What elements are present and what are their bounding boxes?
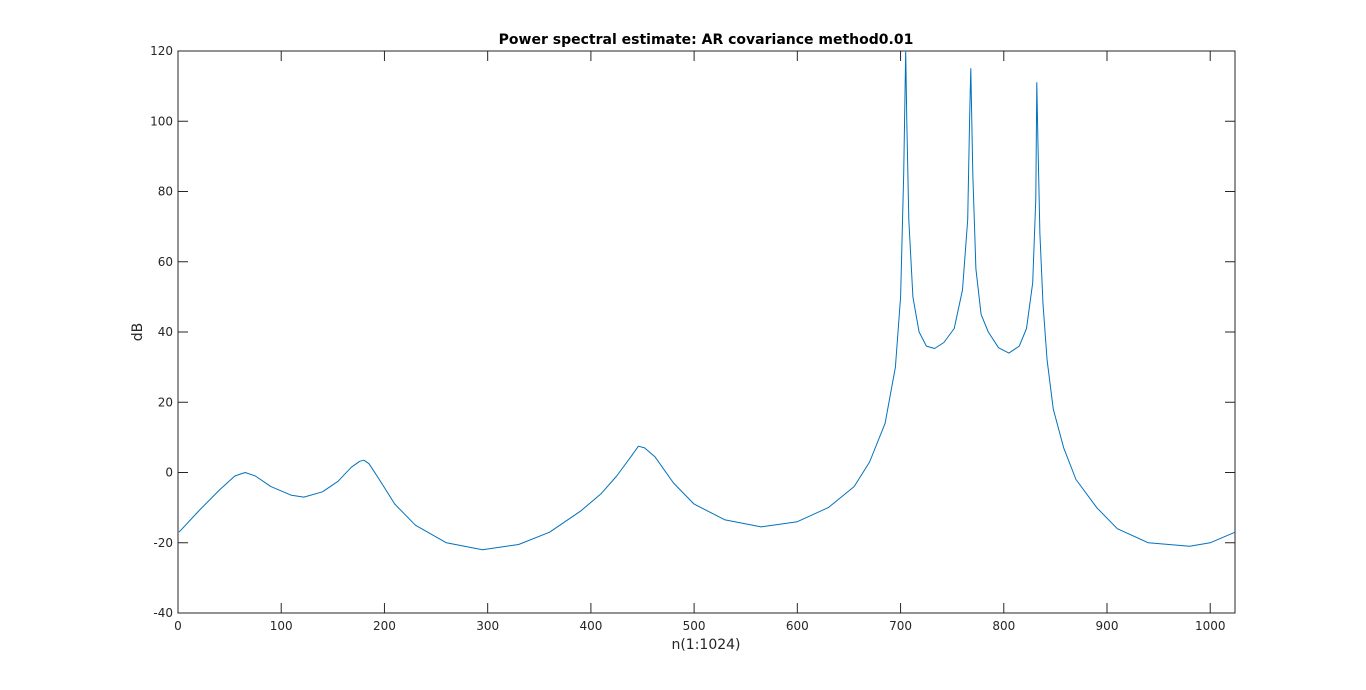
x-tick-label: 0 <box>174 619 182 633</box>
x-tick-label: 900 <box>1096 619 1119 633</box>
chart-title: Power spectral estimate: AR covariance m… <box>499 32 914 48</box>
x-tick-label: 300 <box>476 619 499 633</box>
y-axis-label: dB <box>130 323 146 342</box>
y-tick-label: 120 <box>150 44 173 58</box>
psd-series-line <box>178 50 1236 551</box>
y-tick-label: -20 <box>153 536 173 550</box>
y-tick-label: 0 <box>165 466 173 480</box>
x-tick-label: 1000 <box>1195 619 1226 633</box>
x-tick-label: 800 <box>992 619 1015 633</box>
x-tick-label: 400 <box>579 619 602 633</box>
x-axis-label: n(1:1024) <box>671 637 740 653</box>
y-tick-label: 20 <box>158 395 173 409</box>
x-tick-label: 600 <box>786 619 809 633</box>
y-tick-label: 60 <box>158 255 173 269</box>
x-tick-label: 100 <box>270 619 293 633</box>
x-axis-ticks: 0 100 200 300 400 500 600 700 800 900 1000 <box>174 51 1226 633</box>
y-tick-label: -40 <box>153 606 173 620</box>
x-tick-label: 700 <box>889 619 912 633</box>
y-tick-label: 40 <box>158 325 173 339</box>
x-tick-label: 500 <box>683 619 706 633</box>
plot-area <box>177 50 1236 614</box>
y-tick-label: 100 <box>150 114 173 128</box>
x-tick-label: 200 <box>373 619 396 633</box>
y-tick-label: 80 <box>158 185 173 199</box>
y-axis-ticks: -40 -20 0 20 40 60 80 100 120 <box>150 44 1235 620</box>
